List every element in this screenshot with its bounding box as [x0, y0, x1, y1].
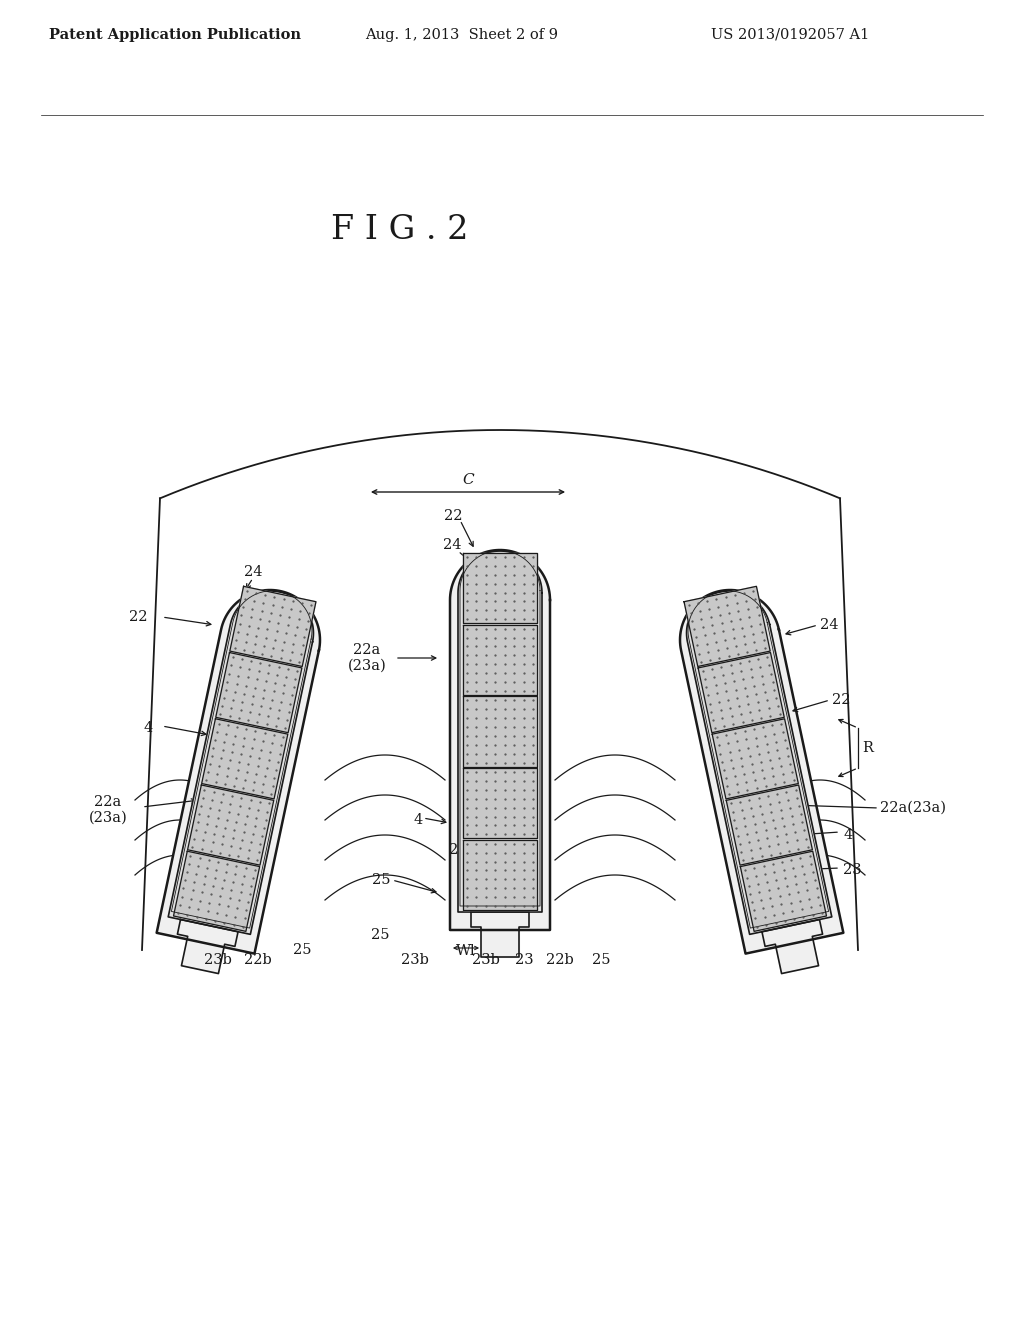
Text: 25: 25 — [371, 928, 389, 942]
Text: 23: 23 — [843, 863, 861, 876]
Polygon shape — [177, 920, 238, 974]
Polygon shape — [726, 785, 812, 865]
Text: Aug. 1, 2013  Sheet 2 of 9: Aug. 1, 2013 Sheet 2 of 9 — [366, 28, 558, 42]
Polygon shape — [680, 590, 844, 953]
Text: 22: 22 — [443, 510, 462, 523]
Polygon shape — [187, 785, 273, 865]
Text: Patent Application Publication: Patent Application Publication — [49, 28, 301, 42]
Polygon shape — [463, 624, 537, 694]
Polygon shape — [202, 719, 288, 799]
Text: 4: 4 — [143, 721, 153, 735]
Text: 23b: 23b — [472, 953, 500, 968]
Polygon shape — [740, 851, 826, 932]
Polygon shape — [458, 550, 542, 912]
Text: R: R — [862, 741, 872, 755]
Polygon shape — [463, 768, 537, 838]
Text: Wl: Wl — [456, 944, 476, 958]
Polygon shape — [168, 591, 313, 935]
Text: 25: 25 — [592, 953, 610, 968]
Text: 23b: 23b — [204, 953, 232, 968]
Text: US 2013/0192057 A1: US 2013/0192057 A1 — [711, 28, 869, 42]
Text: 24: 24 — [442, 539, 461, 552]
Polygon shape — [471, 912, 529, 957]
Polygon shape — [698, 652, 784, 733]
Polygon shape — [157, 590, 319, 953]
Text: 22a(23a): 22a(23a) — [880, 801, 946, 814]
Polygon shape — [684, 586, 770, 667]
Text: 24: 24 — [820, 618, 839, 632]
Polygon shape — [216, 652, 302, 733]
Text: 22a
(23a): 22a (23a) — [89, 795, 127, 825]
Text: 4: 4 — [843, 828, 852, 842]
Text: 24: 24 — [244, 565, 262, 579]
Polygon shape — [463, 553, 537, 623]
Text: 23: 23 — [515, 953, 534, 968]
Text: F I G . 2: F I G . 2 — [332, 214, 469, 246]
Text: 22a
(23a): 22a (23a) — [347, 643, 386, 673]
Text: 25: 25 — [372, 873, 390, 887]
Text: 22: 22 — [831, 693, 851, 708]
Polygon shape — [762, 920, 822, 974]
Text: 22b: 22b — [450, 843, 477, 857]
Polygon shape — [450, 550, 550, 931]
Polygon shape — [229, 586, 316, 667]
Text: 23b: 23b — [401, 953, 429, 968]
Polygon shape — [463, 697, 537, 767]
Text: C: C — [462, 473, 474, 487]
Polygon shape — [712, 719, 799, 799]
Text: 4: 4 — [414, 813, 423, 828]
Polygon shape — [686, 591, 831, 935]
Polygon shape — [463, 840, 537, 909]
Text: 22: 22 — [129, 610, 147, 624]
Text: 22b: 22b — [546, 953, 573, 968]
Text: 25: 25 — [293, 942, 311, 957]
Text: 22b: 22b — [244, 953, 272, 968]
Polygon shape — [173, 851, 260, 932]
